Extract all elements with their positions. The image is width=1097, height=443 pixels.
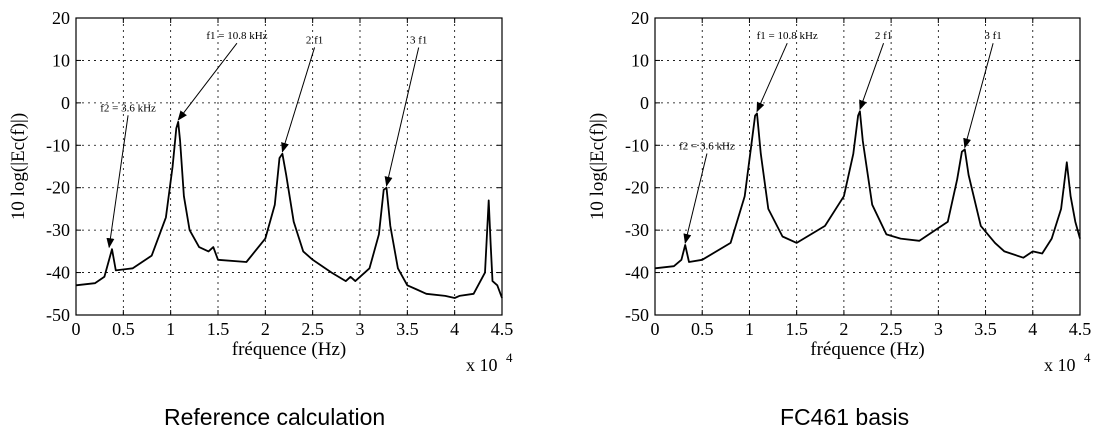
x-tick-label: 3 [934,319,943,339]
annotation-arrow [683,153,708,244]
x-axis-label: fréquence (Hz) [232,339,346,360]
plot-frame [654,17,1081,316]
y-tick-label: 0 [640,93,649,113]
y-tick-label: 20 [631,8,649,28]
x-multiplier-label: x 10 [1044,355,1076,375]
y-axis-label: 10 log(|Ec(f)|) [8,113,29,220]
y-tick-label: -30 [625,220,649,240]
annotation-arrow [281,47,316,153]
x-tick-label: 0.5 [112,319,135,339]
y-tick-label: 20 [52,8,70,28]
plot-frame [75,17,503,316]
annotation-label: f1 = 10.8 kHz [206,30,267,42]
data-series-line [654,110,1081,270]
y-tick-label: -50 [625,305,649,325]
x-tick-label: 0 [72,319,81,339]
x-tick-label: 3 [356,319,365,339]
y-tick-label: -20 [46,178,70,198]
chart-panel-1: 0 0.5 1 1.5 2 2.5 3 3.5 4 4.5 20 10 0 -10 -20 -30 -40 -50… [8,8,513,375]
y-tick-label: -30 [46,220,70,240]
x-tick-label: 4 [450,319,459,339]
y-axis-label: 10 log(|Ec(f)|) [587,113,608,220]
x-tick-label: 2.5 [301,319,324,339]
annotation-label: f2 = 3.6 kHz [100,102,156,114]
annotation-label: 2 f1 [875,30,892,42]
y-tick-label: -20 [625,178,649,198]
x-multiplier-exponent: 4 [1084,350,1091,365]
y-tick-label: 0 [61,93,70,113]
x-tick-label: 4.5 [1069,319,1092,339]
chart-panel-2: 0 0.5 1 1.5 2 2.5 3 3.5 4 4.5 20 10 0 -10 -20 -30 -40 -50… [587,8,1091,375]
x-tick-label: 2 [839,319,848,339]
annotation-arrow [177,42,238,121]
y-tick-label: -10 [46,135,70,155]
x-tick-label: 2.5 [880,319,903,339]
x-tick-label: 0 [651,319,660,339]
annotation-arrow [859,43,885,111]
x-axis-label: fréquence (Hz) [810,339,924,360]
x-tick-label: 0.5 [691,319,714,339]
y-tick-label: -40 [625,263,649,283]
caption-fc461-basis: FC461 basis [780,404,910,430]
annotation-arrow [384,47,420,187]
annotation-arrow [963,43,994,149]
y-tick-label: -10 [625,135,649,155]
y-tick-label: 10 [631,50,649,70]
annotation-arrow [756,43,788,113]
x-tick-label: 3.5 [974,319,997,339]
x-tick-label: 4.5 [491,319,514,339]
annotation-label: 2 f1 [306,34,323,46]
x-multiplier-exponent: 4 [506,350,513,365]
x-tick-label: 1 [745,319,754,339]
x-tick-label: 4 [1028,319,1037,339]
data-series-line [75,121,503,299]
x-multiplier-label: x 10 [466,355,498,375]
y-tick-label: -50 [46,305,70,325]
x-tick-label: 1.5 [207,319,230,339]
x-tick-label: 3.5 [396,319,419,339]
y-tick-label: -40 [46,263,70,283]
x-tick-label: 2 [261,319,270,339]
annotation-label: f1 = 10.8 kHz [757,30,818,42]
annotation-label: f2 = 3.6 kHz [679,141,735,153]
x-tick-label: 1 [166,319,175,339]
caption-reference-calculation: Reference calculation [164,404,386,430]
x-tick-label: 1.5 [785,319,808,339]
annotation-arrow [106,115,129,249]
y-tick-label: 10 [52,50,70,70]
annotation-label: 3 f1 [410,34,427,46]
annotation-label: 3 f1 [984,30,1001,42]
